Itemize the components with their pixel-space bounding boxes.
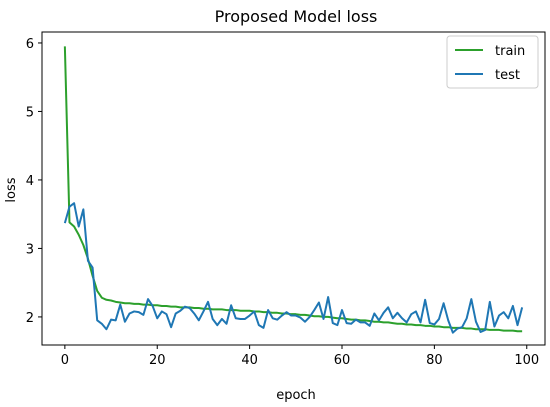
x-tick-label: 100 (514, 353, 539, 368)
y-tick-label: 5 (26, 105, 34, 120)
series-line-test (63, 202, 524, 334)
x-tick-label: 80 (426, 353, 443, 368)
y-tick-label: 4 (26, 174, 34, 189)
x-tick-label: 0 (61, 353, 69, 368)
series-layer (63, 46, 524, 334)
chart-title: Proposed Model loss (215, 7, 378, 26)
y-tick-label: 3 (26, 242, 34, 257)
y-tick-label: 6 (26, 37, 34, 52)
x-axis-label: epoch (276, 388, 316, 403)
y-axis: 2 3 4 5 6 (26, 37, 42, 326)
x-tick-label: 40 (241, 353, 258, 368)
axes-frame (41, 31, 546, 346)
plot-area (41, 31, 546, 346)
legend-train-label: train (495, 44, 525, 59)
y-axis-label: loss (4, 177, 19, 202)
x-axis: 0 20 40 60 80 100 (61, 345, 539, 368)
x-tick-label: 20 (149, 353, 166, 368)
legend: train test (446, 35, 539, 89)
legend-test-label: test (495, 68, 520, 83)
y-tick-label: 2 (26, 311, 34, 326)
x-tick-label: 60 (334, 353, 351, 368)
series-line-train (63, 46, 523, 333)
